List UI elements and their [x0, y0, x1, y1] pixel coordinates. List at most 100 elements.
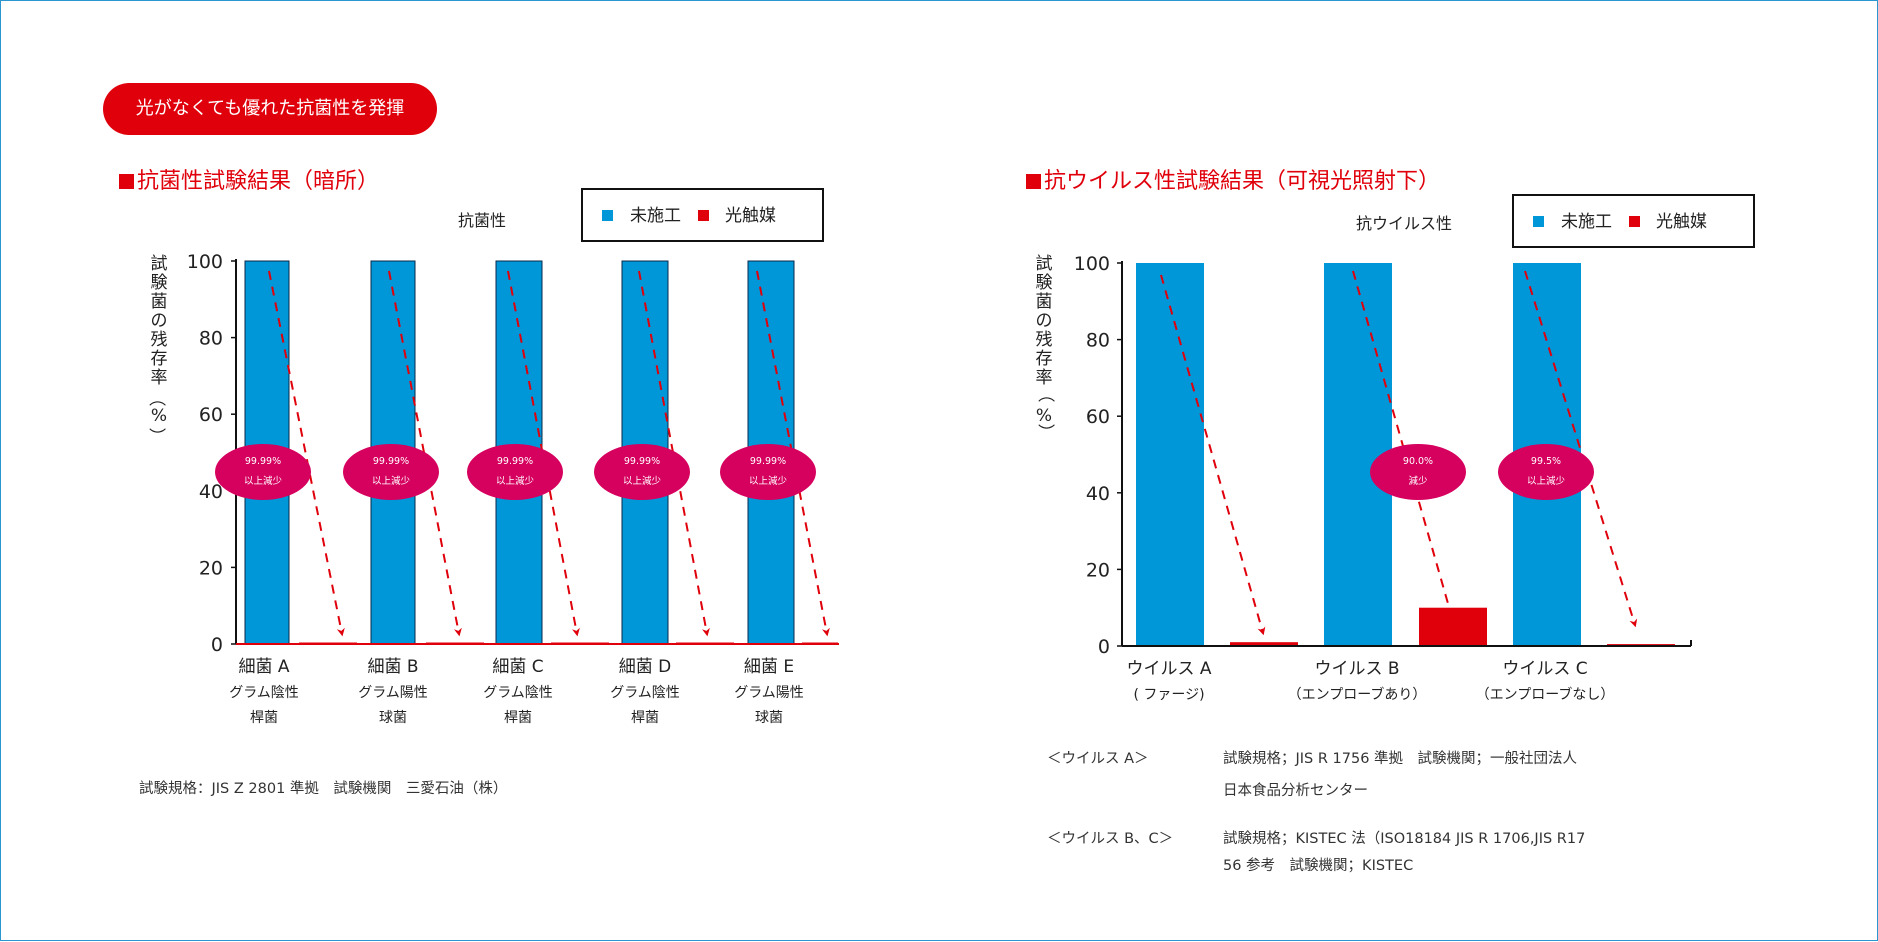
- bacteria-category-sublabel: グラム陽性: [358, 685, 428, 701]
- virus-reduction-arrow: [1524, 270, 1638, 628]
- virus-legend-untreated-label: 未施工: [1561, 212, 1612, 232]
- bacteria-reduction-badge: [594, 444, 690, 500]
- virus-reduction-badge-value: 99.5%: [1531, 456, 1561, 467]
- antibacterial-section-title-text: 抗菌性試験結果（暗所）: [137, 169, 380, 194]
- bacteria-ytick-label: 60: [199, 404, 223, 426]
- antiviral-section-title: 抗ウイルス性試験結果（可視光照射下）: [1026, 167, 1440, 197]
- virus-ylabel-char: ）: [1035, 424, 1055, 441]
- virus-ylabel-char: の: [1036, 311, 1053, 331]
- bacteria-ylabel-char: 率: [151, 368, 168, 388]
- bacteria-ytick-label: 40: [199, 481, 223, 503]
- virus-ytick-label: 40: [1086, 483, 1110, 505]
- virus-legend-untreated-swatch: [1533, 216, 1544, 227]
- virus-legend-photocatalyst-label: 光触媒: [1656, 212, 1707, 232]
- virus-ylabel-char: 率: [1036, 368, 1053, 388]
- virus-bar-photocatalyst: [1230, 642, 1298, 646]
- bacteria-reduction-badge-text: 以上減少: [496, 475, 535, 487]
- bacteria-reduction-badge-value: 99.99%: [245, 456, 281, 467]
- bacteria-reduction-arrow: [268, 270, 345, 637]
- virus-reduction-arrow: [1160, 274, 1266, 636]
- virus-ylabel-char: %: [1036, 406, 1052, 426]
- bacteria-category-label: 細菌 D: [619, 657, 672, 677]
- bacteria-reduction-badge-value: 99.99%: [373, 456, 409, 467]
- virus-reduction-badge-text: 減少: [1408, 475, 1428, 487]
- bacteria-ylabel-char: 験: [151, 273, 168, 293]
- title-square-icon: [1026, 174, 1041, 189]
- bacteria-ylabel-char: の: [151, 311, 168, 331]
- antibacterial-section-title: 抗菌性試験結果（暗所）: [119, 167, 379, 197]
- virus-category-label: ウイルス A: [1126, 659, 1211, 679]
- virus-a-note-line-1: 試験規格；JIS R 1756 準拠 試験機関；一般社団法人: [1223, 751, 1578, 767]
- virus-bar-untreated: [1136, 263, 1204, 646]
- virus-reduction-badge: [1498, 444, 1594, 500]
- bacteria-category-sublabel: グラム陰性: [610, 685, 680, 701]
- bacteria-category-sublabel: グラム陰性: [229, 685, 299, 701]
- virus-category-sublabel: （エンプローブあり）: [1288, 686, 1427, 703]
- bacteria-ylabel-char: 存: [151, 349, 168, 369]
- bacteria-reduction-badge-text: 以上減少: [749, 475, 788, 487]
- bacteria-category-sublabel: グラム陰性: [483, 685, 553, 701]
- bacteria-category-sublabel: 球菌: [755, 710, 783, 726]
- virus-ytick-label: 0: [1098, 636, 1110, 658]
- virus-bc-note-line-1: 試験規格；KISTEC 法（ISO18184 JIS R 1706,JIS R1…: [1223, 831, 1586, 847]
- virus-ylabel-char: 試: [1036, 254, 1053, 274]
- bacteria-reduction-badge: [343, 444, 439, 500]
- bacteria-legend-photocatalyst-label: 光触媒: [725, 206, 776, 226]
- virus-reduction-badge: [1370, 444, 1466, 500]
- virus-reduction-badge-text: 以上減少: [1527, 475, 1566, 487]
- bacteria-ytick-label: 20: [199, 557, 223, 579]
- virus-legend-photocatalyst-swatch: [1629, 216, 1640, 227]
- bacteria-ytick-label: 100: [187, 251, 223, 273]
- virus-ylabel-char: 験: [1036, 273, 1053, 293]
- virus-category-label: ウイルス C: [1502, 659, 1587, 679]
- virus-ytick-label: 100: [1074, 253, 1110, 275]
- bacteria-category-label: 細菌 A: [238, 657, 289, 677]
- bacteria-category-sublabel: 桿菌: [631, 710, 659, 726]
- virus-ytick-label: 80: [1086, 330, 1110, 352]
- bacteria-legend-untreated-label: 未施工: [630, 206, 681, 226]
- bacteria-legend-photocatalyst-swatch: [698, 210, 709, 221]
- virus-chart-title: 抗ウイルス性: [1356, 214, 1452, 233]
- virus-category-label: ウイルス B: [1314, 659, 1399, 679]
- virus-a-note-label: ＜ウイルス A＞: [1047, 751, 1149, 767]
- headline-banner: 光がなくても優れた抗菌性を発揮: [103, 83, 437, 135]
- bacteria-reduction-badge-text: 以上減少: [244, 475, 283, 487]
- antibacterial-footnote: 試験規格：JIS Z 2801 準拠 試験機関 三愛石油（株）: [139, 781, 508, 797]
- bacteria-ylabel-char: （: [146, 390, 166, 407]
- bacteria-reduction-badge: [467, 444, 563, 500]
- antiviral-section-title-text: 抗ウイルス性試験結果（可視光照射下）: [1044, 169, 1441, 194]
- bacteria-ylabel-char: %: [151, 406, 167, 426]
- virus-bc-note-label: ＜ウイルス B、C＞: [1047, 831, 1174, 847]
- virus-ylabel-char: 残: [1036, 330, 1053, 350]
- bacteria-ylabel-char: 試: [151, 254, 168, 274]
- virus-reduction-badge-value: 90.0%: [1403, 456, 1433, 467]
- bacteria-chart-title: 抗菌性: [458, 211, 506, 230]
- bacteria-ylabel-char: 菌: [151, 292, 168, 312]
- bacteria-reduction-badge-text: 以上減少: [372, 475, 411, 487]
- bacteria-ytick-label: 80: [199, 328, 223, 350]
- virus-a-note-line-2: 日本食品分析センター: [1223, 783, 1368, 799]
- bacteria-category-sublabel: 球菌: [379, 710, 407, 726]
- bacteria-ylabel-char: ）: [146, 428, 166, 445]
- bacteria-category-sublabel: グラム陽性: [734, 685, 804, 701]
- virus-bar-photocatalyst: [1419, 607, 1487, 646]
- virus-ylabel-char: 存: [1036, 349, 1053, 369]
- bacteria-category-label: 細菌 B: [367, 657, 418, 677]
- virus-ytick-label: 20: [1086, 559, 1110, 581]
- bacteria-category-sublabel: 桿菌: [250, 710, 278, 726]
- bacteria-reduction-badge-value: 99.99%: [750, 456, 786, 467]
- bacteria-reduction-badge-text: 以上減少: [623, 475, 662, 487]
- bacteria-reduction-badge-value: 99.99%: [624, 456, 660, 467]
- virus-ylabel-char: （: [1035, 386, 1055, 403]
- bacteria-category-label: 細菌 C: [492, 657, 543, 677]
- bacteria-reduction-badge: [215, 444, 311, 500]
- bacteria-ytick-label: 0: [211, 634, 223, 656]
- bacteria-category-sublabel: 桿菌: [504, 710, 532, 726]
- title-square-icon: [119, 174, 134, 189]
- bacteria-reduction-badge: [720, 444, 816, 500]
- bacteria-legend-untreated-swatch: [602, 210, 613, 221]
- virus-category-sublabel: （エンプローブなし）: [1476, 686, 1615, 703]
- virus-ytick-label: 60: [1086, 406, 1110, 428]
